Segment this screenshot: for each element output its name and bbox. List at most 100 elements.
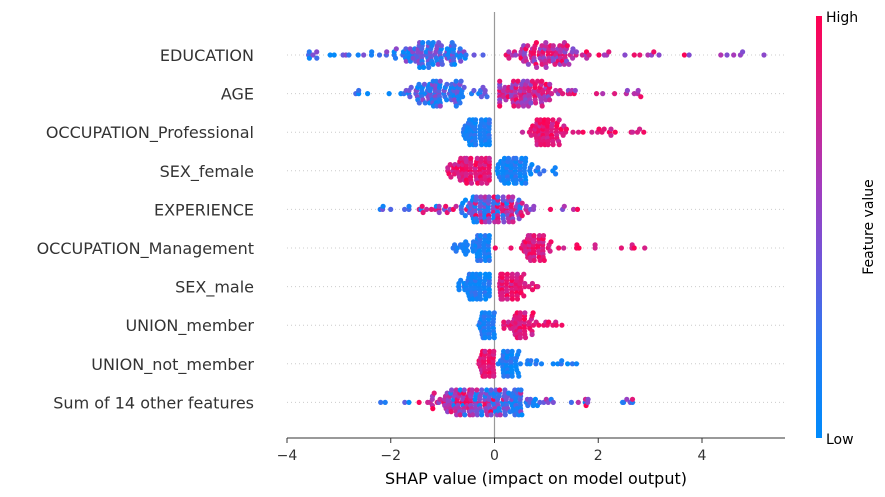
shap-point (482, 348, 488, 354)
shap-point (433, 78, 439, 84)
shap-point (527, 396, 534, 402)
shap-point (592, 242, 598, 248)
shap-point (586, 52, 592, 58)
shap-point (570, 46, 576, 52)
shap-point (486, 194, 492, 200)
shap-point (378, 399, 384, 405)
shap-point (310, 52, 316, 58)
shap-point (521, 271, 527, 277)
shap-point (505, 348, 511, 354)
shap-point (463, 52, 469, 58)
feature-label: EXPERIENCE (154, 200, 254, 219)
shap-point (457, 177, 463, 183)
shap-point (420, 40, 426, 46)
shap-point (624, 396, 630, 402)
shap-point (458, 155, 464, 161)
shap-point (500, 194, 506, 200)
shap-point (306, 49, 312, 55)
shap-point (495, 219, 501, 225)
shap-point (473, 142, 479, 148)
shap-point (457, 100, 463, 106)
x-tick-label: 4 (698, 448, 707, 464)
shap-point (457, 387, 463, 393)
shap-point (546, 319, 552, 325)
shap-point (449, 387, 455, 393)
shap-point (459, 209, 465, 216)
colorbar: High Low Feature value (816, 10, 877, 448)
shap-point (507, 409, 513, 415)
shap-point (461, 84, 467, 90)
shap-point (718, 52, 724, 58)
shap-point (461, 387, 467, 393)
shap-point (478, 117, 485, 123)
feature-label: OCCUPATION_Professional (46, 123, 254, 143)
feature-label: SEX_male (175, 278, 254, 298)
shap-point (406, 399, 412, 405)
shap-point (501, 319, 507, 325)
shap-point (478, 155, 485, 161)
shap-point (559, 322, 565, 328)
shap-point (514, 296, 521, 302)
shap-point (491, 335, 497, 341)
feature-label: OCCUPATION_Management (37, 239, 254, 259)
shap-point (528, 358, 534, 364)
shap-point (537, 399, 543, 405)
shap-point (416, 100, 422, 106)
shap-point (468, 155, 474, 161)
shap-point (497, 78, 503, 84)
shap-point (601, 126, 607, 132)
shap-point (453, 103, 459, 109)
shap-point (486, 117, 492, 123)
shap-point (495, 194, 501, 200)
shap-point (513, 180, 519, 186)
shap-point (462, 412, 468, 418)
shap-point (407, 94, 413, 100)
shap-point (474, 296, 480, 302)
shap-point (506, 49, 512, 55)
shap-point (501, 155, 508, 161)
shap-point (531, 203, 537, 209)
shap-point (486, 155, 492, 161)
shap-point (506, 219, 512, 225)
shap-point (482, 335, 488, 341)
shap-point (416, 399, 422, 405)
shap-point (482, 194, 488, 200)
shap-point (497, 387, 503, 393)
shap-point (492, 245, 498, 251)
shap-point (474, 412, 480, 418)
shap-point (522, 280, 528, 287)
shap-point (585, 396, 591, 402)
shap-point (482, 233, 488, 239)
shap-point (478, 257, 484, 263)
shap-point (392, 55, 399, 61)
shap-point (528, 132, 534, 138)
shap-point (422, 100, 428, 106)
shap-point (681, 52, 688, 58)
shap-point (506, 55, 512, 61)
x-axis-title: SHAP value (impact on model output) (385, 469, 687, 488)
shap-point (519, 180, 525, 186)
shap-point (506, 390, 512, 396)
shap-point (568, 399, 575, 405)
shap-point (491, 310, 497, 316)
shap-point (523, 180, 529, 186)
shap-point (531, 257, 537, 263)
shap-point (642, 245, 648, 251)
shap-point (524, 78, 531, 84)
shap-point (513, 52, 519, 58)
shap-point (464, 155, 470, 161)
feature-label: AGE (221, 85, 254, 104)
shap-point (529, 162, 535, 168)
shap-point (386, 91, 392, 97)
shap-point (612, 91, 618, 97)
shap-point (501, 373, 507, 379)
shap-point (529, 280, 536, 287)
shap-point (550, 142, 556, 148)
shap-point (576, 245, 582, 251)
shap-point (579, 52, 586, 58)
shap-point (538, 361, 545, 367)
shap-point (564, 43, 570, 49)
shap-point (541, 257, 547, 263)
shap-point (550, 43, 556, 49)
shap-point (331, 52, 337, 58)
